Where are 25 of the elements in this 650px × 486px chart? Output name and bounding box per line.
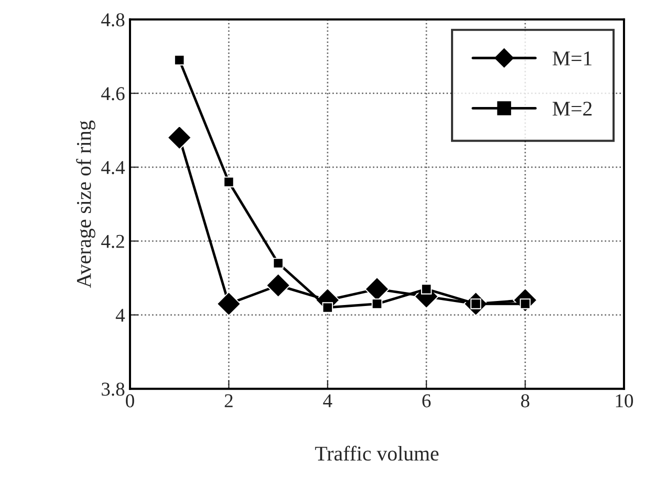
y-tick-label: 3.8 <box>102 382 124 396</box>
y-tick-label: 4.4 <box>101 161 125 174</box>
y-tick-label: 4 <box>116 308 125 322</box>
y-tick-label: 4.8 <box>101 13 124 26</box>
x-axis-title: Traffic volume <box>315 446 438 461</box>
x-tick-label: 6 <box>422 394 431 408</box>
point <box>223 176 234 188</box>
x-tick-label: 2 <box>224 394 233 408</box>
point <box>272 258 284 269</box>
x-tick-label: 10 <box>616 394 633 408</box>
y-tick-label: 4.2 <box>101 234 124 248</box>
y-tick-label: 4.6 <box>101 87 125 100</box>
legend-label: M=2 <box>552 102 592 116</box>
point <box>372 298 382 310</box>
point <box>174 54 185 66</box>
y-axis-title: Average size of ring <box>76 120 96 288</box>
x-tick-label: 8 <box>521 394 530 408</box>
point <box>216 292 242 316</box>
legend-label: M=1 <box>552 52 592 66</box>
point <box>322 302 333 313</box>
point <box>421 284 432 294</box>
point <box>167 125 192 150</box>
x-tick-label: 4 <box>323 394 332 408</box>
x-tick-label: 0 <box>126 394 134 408</box>
point <box>266 273 291 298</box>
